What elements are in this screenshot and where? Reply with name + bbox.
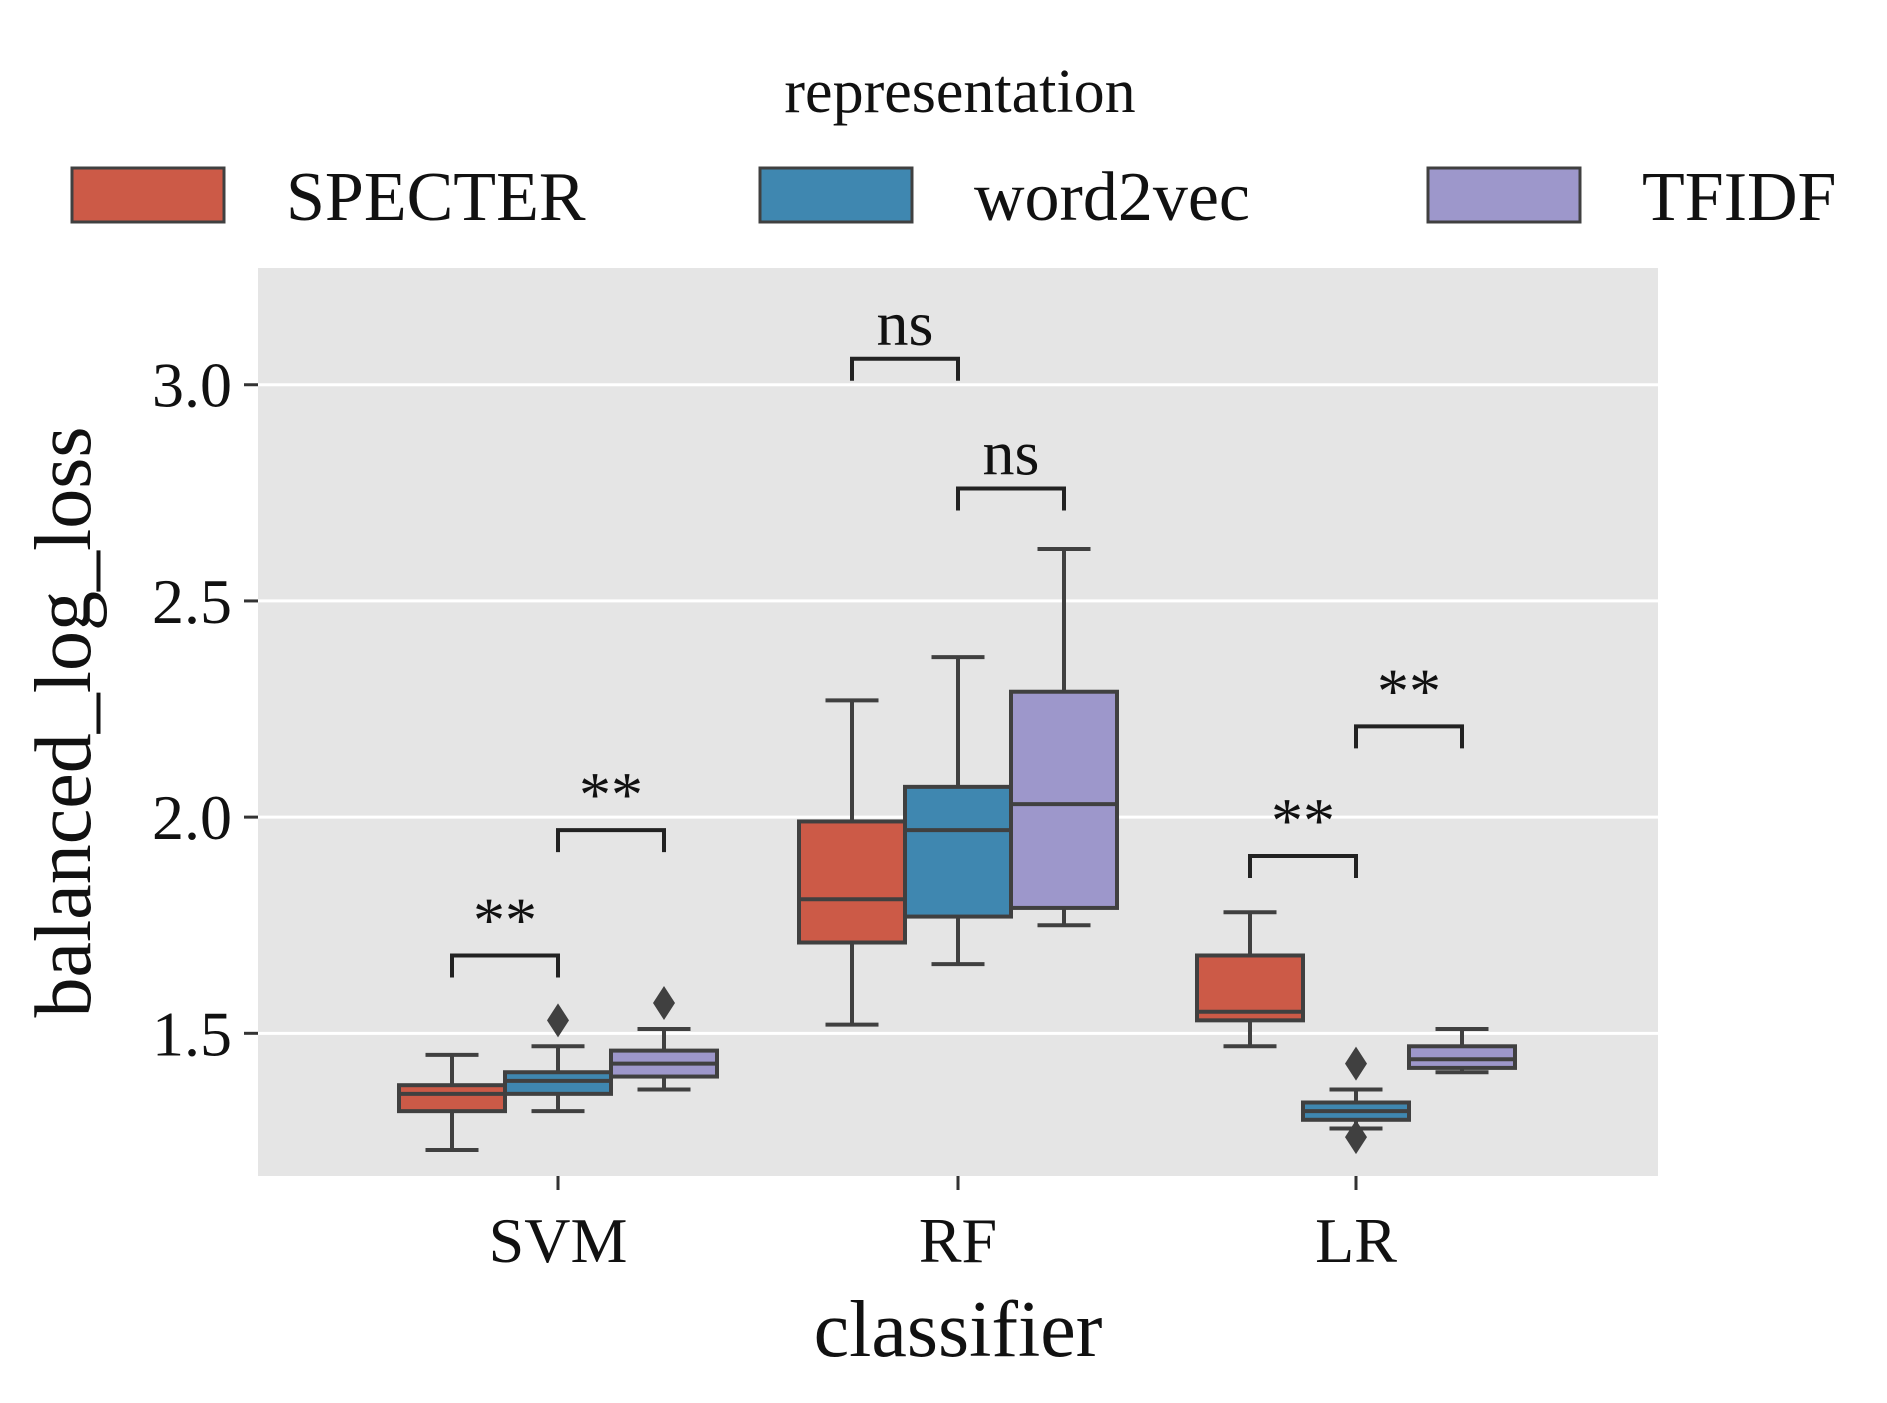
box-specter-lr bbox=[1195, 910, 1305, 1049]
box-tfidf-lr bbox=[1407, 1026, 1517, 1075]
bracket-line bbox=[556, 828, 666, 853]
legend-title: representation bbox=[784, 58, 1135, 126]
legend-label: word2vec bbox=[974, 159, 1250, 236]
significance-bracket: ns bbox=[850, 288, 960, 381]
legend: representation SPECTER word2vec TFIDF bbox=[70, 58, 1836, 236]
box-iqr bbox=[1009, 689, 1119, 910]
box-iqr bbox=[1195, 953, 1305, 1023]
x-axis-label: classifier bbox=[814, 1286, 1103, 1374]
box-iqr bbox=[1407, 1044, 1517, 1070]
bracket-line bbox=[1248, 854, 1358, 879]
significance-label: ** bbox=[1377, 655, 1441, 726]
significance-label: ** bbox=[579, 759, 643, 830]
x-axis: SVM RF LR bbox=[489, 1176, 1397, 1276]
box-tfidf-svm bbox=[609, 986, 719, 1092]
y-axis: 1.5 2.0 2.5 3.0 bbox=[152, 350, 258, 1069]
y-tick-label: 2.5 bbox=[152, 566, 232, 637]
significance-bracket: ** bbox=[1354, 655, 1464, 749]
legend-swatch bbox=[758, 166, 914, 224]
legend-label: TFIDF bbox=[1642, 159, 1836, 236]
legend-label: SPECTER bbox=[286, 159, 586, 236]
legend-swatch bbox=[1426, 166, 1582, 224]
significance-label: ns bbox=[877, 288, 934, 359]
box-series bbox=[397, 547, 1517, 1155]
bracket-line bbox=[450, 953, 560, 978]
box-word2vec-rf bbox=[903, 655, 1013, 967]
bracket-line bbox=[850, 356, 960, 381]
significance-bracket: ** bbox=[450, 884, 560, 978]
box-iqr bbox=[903, 784, 1013, 919]
bracket-line bbox=[1354, 724, 1464, 749]
legend-entry-specter: SPECTER bbox=[70, 159, 586, 236]
significance-bracket: ns bbox=[956, 418, 1066, 511]
legend-entries: SPECTER word2vec TFIDF bbox=[70, 159, 1836, 236]
box-specter-rf bbox=[797, 698, 907, 1027]
significance-label: ** bbox=[1271, 785, 1335, 856]
box-word2vec-svm bbox=[503, 1003, 613, 1114]
significance-label: ns bbox=[983, 418, 1040, 489]
y-tick-label: 2.0 bbox=[152, 782, 232, 853]
box-iqr bbox=[397, 1083, 507, 1114]
x-tick-label: RF bbox=[919, 1205, 997, 1276]
box-word2vec-lr bbox=[1301, 1046, 1411, 1155]
legend-swatch bbox=[70, 166, 226, 224]
x-tick-label: LR bbox=[1315, 1205, 1397, 1276]
box-iqr bbox=[503, 1070, 613, 1096]
box-tfidf-rf bbox=[1009, 547, 1119, 928]
box-iqr bbox=[797, 819, 907, 945]
x-tick-label: SVM bbox=[489, 1205, 628, 1276]
legend-entry-word2vec: word2vec bbox=[758, 159, 1250, 236]
box-specter-svm bbox=[397, 1052, 507, 1153]
y-tick-label: 3.0 bbox=[152, 350, 232, 421]
significance-label: ** bbox=[473, 884, 537, 955]
bracket-line bbox=[956, 486, 1066, 511]
outlier-point bbox=[1345, 1120, 1367, 1155]
y-tick-label: 1.5 bbox=[152, 998, 232, 1069]
outlier-point bbox=[547, 1003, 569, 1038]
significance-bracket: ** bbox=[1248, 785, 1358, 879]
y-axis-label: balanced_log_loss bbox=[20, 427, 108, 1018]
significance-bracket: ** bbox=[556, 759, 666, 853]
outlier-point bbox=[653, 986, 675, 1021]
legend-entry-tfidf: TFIDF bbox=[1426, 159, 1836, 236]
outlier-point bbox=[1345, 1046, 1367, 1081]
